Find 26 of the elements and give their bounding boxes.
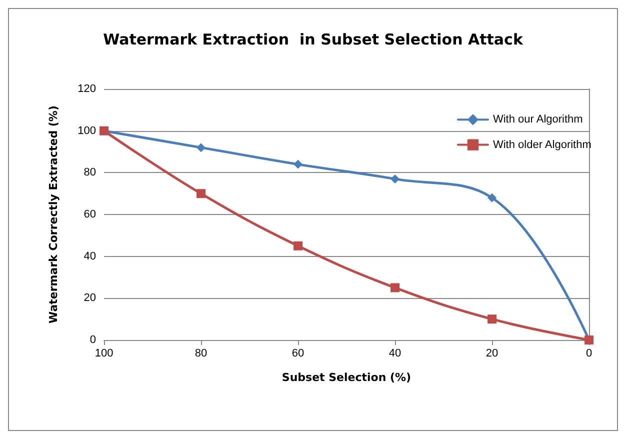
- x-axis-title: Subset Selection (%): [282, 371, 412, 384]
- x-tick-label: 0: [586, 348, 592, 360]
- point: [196, 143, 206, 152]
- point: [488, 314, 496, 324]
- y-tick-label: 60: [84, 208, 96, 220]
- legend-label: With older Algorithm: [492, 138, 592, 151]
- point: [390, 283, 400, 292]
- x-tick-label: 100: [94, 348, 114, 360]
- y-tick-label: 0: [90, 334, 96, 346]
- x-tick-label: 80: [194, 348, 208, 360]
- point: [196, 189, 206, 198]
- point: [294, 241, 302, 250]
- y-axis-title: Watermark Correctly Extracted (%): [47, 106, 60, 324]
- x-tick-label: 40: [388, 348, 402, 360]
- point: [488, 193, 496, 202]
- point: [294, 160, 302, 169]
- x-tick-label: 60: [292, 348, 304, 360]
- y-tick-label: 20: [84, 292, 96, 304]
- y-tick-label: 120: [78, 83, 96, 95]
- y-tick-label: 80: [84, 166, 96, 179]
- y-tick-label: 100: [78, 124, 96, 137]
- legend-label: With our Algorithm: [492, 114, 583, 126]
- chart-title: Watermark Extraction in Subset Selection Attack: [103, 30, 524, 48]
- point: [390, 174, 400, 184]
- x-tick-label: 20: [486, 348, 498, 360]
- y-tick-label: 40: [84, 250, 96, 262]
